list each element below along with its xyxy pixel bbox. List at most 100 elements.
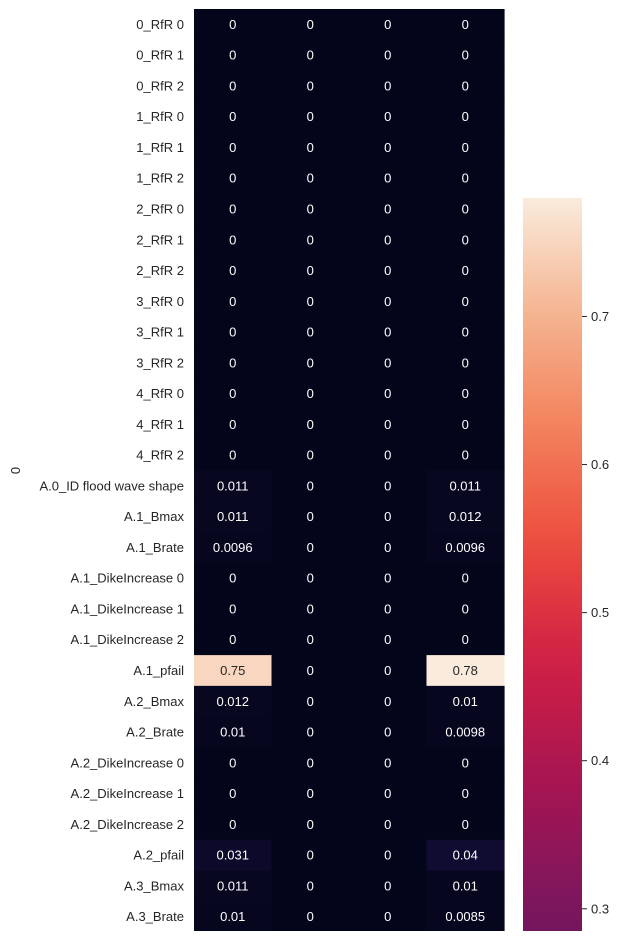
cell-value-label: 0 bbox=[462, 571, 469, 586]
heatmap-cell bbox=[194, 132, 273, 164]
heatmap-cell bbox=[426, 9, 505, 41]
cell-value-label: 0 bbox=[229, 17, 236, 32]
cell-value-label: 0.01 bbox=[220, 909, 245, 924]
heatmap-cell bbox=[194, 347, 273, 379]
cell-value-label: 0 bbox=[307, 448, 314, 463]
heatmap-cell bbox=[194, 747, 273, 779]
cell-value-label: 0 bbox=[384, 294, 391, 309]
heatmap-cell bbox=[194, 870, 273, 902]
heatmap-cell bbox=[349, 439, 428, 472]
cell-value-label: 0 bbox=[384, 601, 391, 616]
heatmap-cell bbox=[349, 255, 428, 287]
heatmap-cell bbox=[426, 162, 505, 195]
heatmap-cell bbox=[349, 162, 428, 195]
heatmap-cell bbox=[271, 162, 350, 195]
heatmap-cell bbox=[271, 193, 350, 225]
cell-value-label: 0 bbox=[307, 294, 314, 309]
cell-value-label: 0 bbox=[307, 632, 314, 647]
cell-value-label: 0 bbox=[307, 201, 314, 216]
cell-value-label: 0 bbox=[384, 878, 391, 893]
cell-value-label: 0 bbox=[384, 848, 391, 863]
heatmap-cell bbox=[349, 132, 428, 164]
cell-value-label: 0.78 bbox=[453, 663, 478, 678]
heatmap-cell bbox=[194, 901, 273, 933]
heatmap-cell bbox=[194, 162, 273, 195]
heatmap-cell bbox=[426, 532, 505, 564]
heatmap-cell bbox=[271, 870, 350, 902]
colorbar-tick-label: 0.3 bbox=[591, 901, 609, 916]
cell-value-label: 0 bbox=[229, 755, 236, 770]
cell-value-label: 0.01 bbox=[453, 878, 478, 893]
heatmap-cell bbox=[426, 655, 505, 687]
cell-value-label: 0 bbox=[384, 263, 391, 278]
cell-value-label: 0 bbox=[307, 171, 314, 186]
heatmap-cell bbox=[349, 285, 428, 318]
heatmap-cell bbox=[426, 624, 505, 656]
heatmap-cell bbox=[349, 655, 428, 687]
row-tick-label: A.0_ID flood wave shape bbox=[39, 478, 184, 493]
row-tick-label: A.2_DikeIncrease 2 bbox=[71, 817, 184, 832]
heatmap-cell bbox=[194, 316, 273, 349]
cell-value-label: 0 bbox=[384, 509, 391, 524]
row-tick-label: A.1_DikeIncrease 0 bbox=[71, 571, 184, 586]
heatmap-cell bbox=[426, 593, 505, 625]
cell-value-label: 0 bbox=[307, 263, 314, 278]
heatmap-cell bbox=[194, 593, 273, 625]
heatmap-cell bbox=[271, 132, 350, 164]
cell-value-label: 0 bbox=[229, 417, 236, 432]
row-tick-label: A.2_DikeIncrease 1 bbox=[71, 786, 184, 801]
heatmap-cell bbox=[271, 439, 350, 472]
heatmap-cell bbox=[271, 685, 350, 718]
cell-value-label: 0 bbox=[307, 109, 314, 124]
cell-value-label: 0 bbox=[229, 386, 236, 401]
cell-value-label: 0 bbox=[229, 263, 236, 278]
heatmap-cell bbox=[194, 101, 273, 133]
cell-value-label: 0 bbox=[307, 509, 314, 524]
cell-value-label: 0 bbox=[384, 478, 391, 493]
cell-value-label: 0 bbox=[462, 294, 469, 309]
cell-value-label: 0 bbox=[462, 109, 469, 124]
cell-value-label: 0 bbox=[384, 48, 391, 63]
heatmap-cell bbox=[194, 562, 273, 595]
cell-value-label: 0 bbox=[229, 109, 236, 124]
cell-value-label: 0.012 bbox=[449, 509, 482, 524]
cell-value-label: 0 bbox=[307, 755, 314, 770]
heatmap-cell bbox=[271, 593, 350, 625]
heatmap-cell bbox=[349, 501, 428, 533]
heatmap-cell bbox=[194, 408, 273, 441]
heatmap-cell bbox=[349, 562, 428, 595]
heatmap-cell bbox=[194, 285, 273, 318]
heatmap-cell bbox=[426, 378, 505, 410]
cell-value-label: 0 bbox=[307, 694, 314, 709]
heatmap-cell bbox=[194, 501, 273, 533]
heatmap-cell bbox=[426, 870, 505, 902]
heatmap-cell bbox=[426, 193, 505, 225]
heatmap-cell bbox=[194, 624, 273, 656]
heatmap-cell bbox=[426, 347, 505, 379]
row-tick-label: 4_RfR 2 bbox=[136, 448, 184, 463]
heatmap-cell bbox=[426, 470, 505, 502]
cell-value-label: 0 bbox=[307, 325, 314, 340]
cell-value-label: 0 bbox=[229, 48, 236, 63]
heatmap-cell bbox=[349, 778, 428, 810]
cell-value-label: 0 bbox=[462, 601, 469, 616]
heatmap-cell bbox=[349, 193, 428, 225]
cell-value-label: 0.04 bbox=[453, 848, 478, 863]
heatmap-cell bbox=[194, 439, 273, 472]
cell-value-label: 0 bbox=[229, 294, 236, 309]
heatmap-cell bbox=[426, 685, 505, 718]
heatmap-cell bbox=[349, 224, 428, 256]
heatmap-cell bbox=[426, 501, 505, 533]
heatmap-cell bbox=[349, 901, 428, 933]
cell-value-label: 0 bbox=[229, 201, 236, 216]
row-tick-label: A.2_pfail bbox=[133, 848, 184, 863]
heatmap-cell bbox=[194, 470, 273, 502]
cell-value-label: 0 bbox=[384, 725, 391, 740]
heatmap-cell bbox=[426, 408, 505, 441]
row-tick-label: A.1_Bmax bbox=[124, 509, 184, 524]
cell-value-label: 0.01 bbox=[220, 725, 245, 740]
heatmap-cell bbox=[349, 747, 428, 779]
y-axis-label: 0 bbox=[8, 467, 23, 474]
cell-value-label: 0.0098 bbox=[445, 725, 485, 740]
